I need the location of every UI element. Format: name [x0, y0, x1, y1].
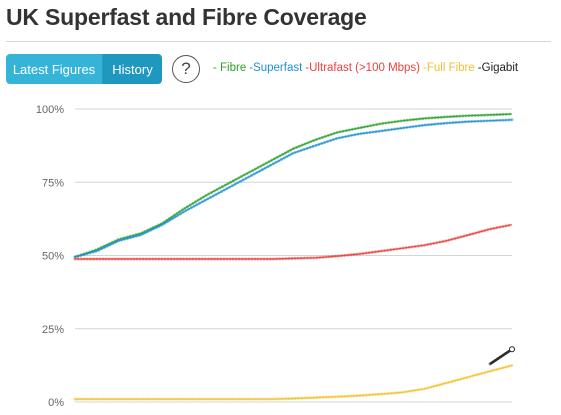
title-divider [6, 41, 551, 42]
view-toggle: Latest Figures History [6, 54, 162, 84]
y-tick-label: 25% [42, 324, 64, 336]
legend-item-gigabit[interactable]: -Gigabit [477, 62, 519, 74]
y-tick-label: 75% [42, 177, 64, 189]
history-button[interactable]: History [102, 54, 162, 84]
page-title: UK Superfast and Fibre Coverage [6, 4, 367, 30]
legend-item-fibre[interactable]: - Fibre [213, 62, 247, 74]
legend-item-full-fibre[interactable]: -Full Fibre [423, 62, 475, 74]
y-tick-label: 100% [36, 104, 64, 116]
coverage-line-chart: 0% 25% 50% 75% 100% [36, 104, 515, 409]
series-markers-superfast [73, 118, 514, 259]
y-tick-label: 0% [48, 397, 64, 409]
series-markers-gigabit [488, 347, 514, 366]
y-tick-label: 50% [42, 251, 64, 263]
question-circle-icon[interactable]: ? [172, 55, 200, 83]
series-markers-full-fibre [73, 363, 514, 401]
series-line-superfast[interactable] [74, 119, 513, 258]
chart-legend: - Fibre -Superfast -Ultrafast (>100 Mbps) -… [213, 62, 521, 74]
legend-item-superfast[interactable]: -Superfast [249, 62, 303, 74]
legend-item-ultrafast-100-mbps[interactable]: -Ultrafast (>100 Mbps) [305, 62, 421, 74]
series-endpoint-gigabit [509, 346, 515, 353]
latest-figures-button[interactable]: Latest Figures [6, 54, 102, 84]
series-markers-ultrafast-100-mbps [73, 223, 514, 261]
